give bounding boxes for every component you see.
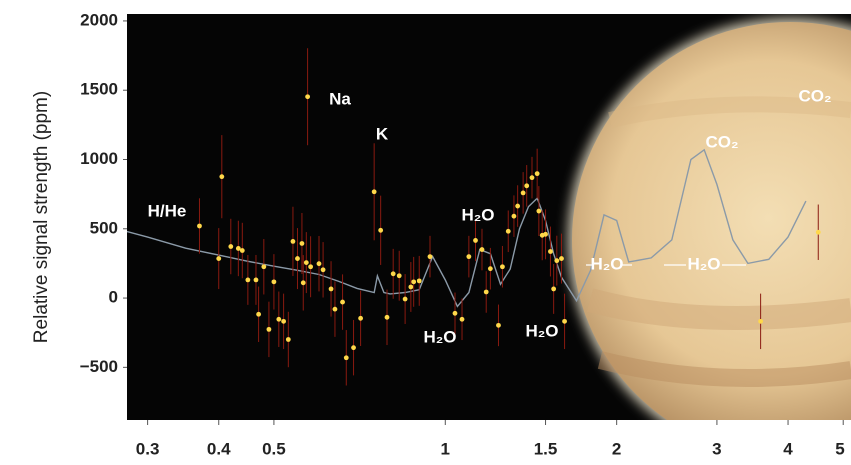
data-point	[397, 273, 402, 278]
annotation: H₂O	[423, 327, 456, 346]
data-point	[329, 287, 334, 292]
data-point	[378, 228, 383, 233]
x-tick-label: 3	[712, 439, 721, 458]
data-point	[548, 249, 553, 254]
data-point	[308, 264, 313, 269]
annotation: H/He	[148, 201, 187, 220]
y-axis-label: Relative signal strength (ppm)	[31, 91, 52, 343]
data-point	[219, 174, 224, 179]
annotation: H₂O	[687, 254, 720, 273]
data-point	[216, 256, 221, 261]
data-point	[254, 278, 259, 283]
data-point	[515, 204, 520, 209]
x-tick-label: 1	[441, 439, 450, 458]
data-point	[524, 183, 529, 188]
data-point	[496, 323, 501, 328]
data-point	[385, 315, 390, 320]
data-point	[276, 317, 281, 322]
data-point	[305, 94, 310, 99]
x-tick-label: 0.3	[136, 439, 160, 458]
data-point	[484, 290, 489, 295]
data-point	[197, 224, 202, 229]
data-point	[453, 311, 458, 316]
data-point	[272, 279, 277, 284]
data-point	[480, 247, 485, 252]
data-point	[240, 248, 245, 253]
data-point	[411, 279, 416, 284]
data-point	[551, 287, 556, 292]
data-point	[506, 229, 511, 234]
x-tick-label: 1.5	[534, 439, 558, 458]
data-point	[554, 258, 559, 263]
data-point	[351, 345, 356, 350]
page: {"chart_data": { "type": "scatter", "y_l…	[0, 0, 851, 465]
data-point	[460, 317, 465, 322]
data-point	[417, 278, 422, 283]
x-tick-label: 5	[835, 439, 844, 458]
data-point	[816, 230, 821, 235]
data-point	[340, 300, 345, 305]
data-point	[317, 261, 322, 266]
data-point	[473, 238, 478, 243]
data-point	[372, 189, 377, 194]
data-point	[543, 232, 548, 237]
data-point	[245, 278, 250, 283]
data-point	[228, 244, 233, 249]
data-point	[559, 256, 564, 261]
annotation: H₂O	[590, 254, 623, 273]
y-tick-label: 2000	[80, 10, 118, 29]
data-point	[758, 319, 763, 324]
data-point	[466, 254, 471, 259]
data-point	[291, 239, 296, 244]
y-tick-label: 1500	[80, 80, 118, 99]
data-point	[536, 209, 541, 214]
annotation: H₂O	[461, 205, 494, 224]
data-point	[256, 312, 261, 317]
data-point	[295, 256, 300, 261]
data-point	[344, 355, 349, 360]
data-point	[403, 297, 408, 302]
data-point	[261, 264, 266, 269]
data-point	[304, 260, 309, 265]
y-tick-label: 1000	[80, 149, 118, 168]
chart: Relative signal strength (ppm) −500 0 500 1…	[0, 0, 851, 465]
data-point	[512, 214, 517, 219]
x-tick-label: 2	[612, 439, 621, 458]
data-point	[300, 241, 305, 246]
data-point	[358, 316, 363, 321]
data-point	[267, 327, 272, 332]
data-point	[408, 285, 413, 290]
x-tick-label: 4	[783, 439, 793, 458]
data-point	[301, 280, 306, 285]
data-point	[321, 267, 326, 272]
x-tick-label: 0.4	[207, 439, 231, 458]
annotation: K	[376, 124, 389, 143]
data-point	[535, 171, 540, 176]
y-tick-label: 500	[90, 218, 118, 237]
x-tick-label: 0.5	[262, 439, 286, 458]
data-point	[428, 254, 433, 259]
data-point	[333, 307, 338, 312]
data-point	[281, 319, 286, 324]
data-point	[562, 319, 567, 324]
data-point	[286, 337, 291, 342]
annotation: H₂O	[525, 321, 558, 340]
data-point	[530, 175, 535, 180]
annotation: Na	[329, 89, 351, 108]
data-point	[488, 266, 493, 271]
y-tick-label: −500	[80, 357, 118, 376]
data-point	[521, 190, 526, 195]
data-point	[500, 264, 505, 269]
annotation: CO₂	[798, 86, 831, 105]
y-tick-label: 0	[109, 288, 118, 307]
data-point	[391, 271, 396, 276]
annotation: CO₂	[705, 132, 738, 151]
